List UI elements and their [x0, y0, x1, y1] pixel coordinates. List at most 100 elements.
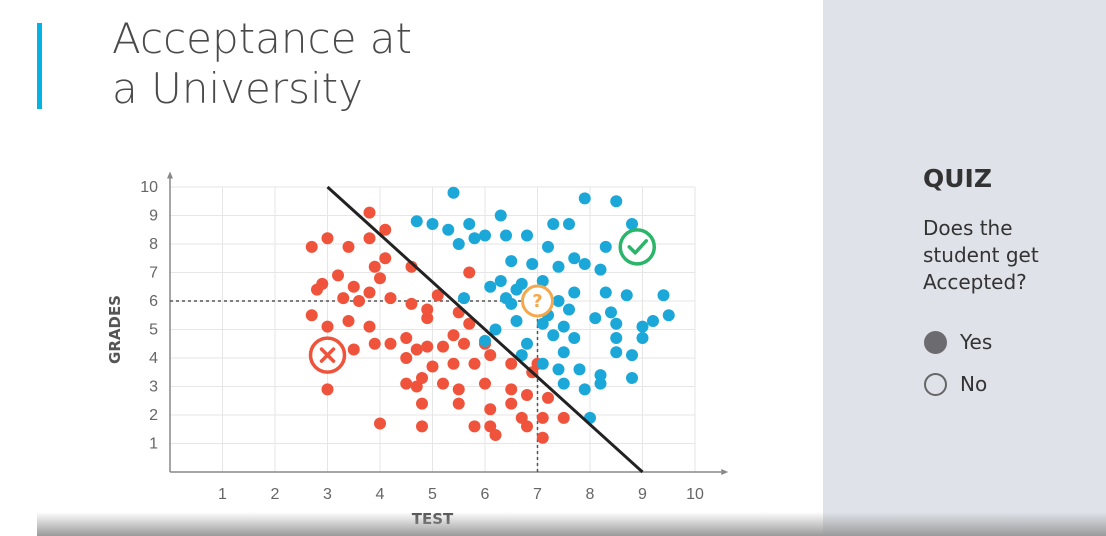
radio-selected-icon[interactable] — [924, 330, 947, 354]
accepted-point — [594, 369, 607, 382]
accepted-point — [494, 209, 507, 222]
option-yes[interactable]: Yes — [924, 330, 992, 354]
x-tick-label: 10 — [686, 486, 704, 503]
x-axis-arrow-icon — [721, 469, 729, 475]
title-line-2: a University — [112, 64, 363, 113]
radio-unselected-icon[interactable] — [924, 372, 947, 396]
rejected-point — [379, 223, 392, 236]
rejected-point — [321, 383, 334, 396]
accepted-point — [568, 286, 581, 299]
check-circle-icon — [618, 228, 656, 266]
y-tick-label: 9 — [149, 208, 158, 225]
rejected-point — [311, 283, 323, 296]
rejected-point — [479, 377, 491, 390]
accepted-point — [589, 312, 602, 325]
accepted-point — [557, 320, 570, 333]
rejected-point — [342, 314, 355, 327]
accepted-point — [626, 349, 638, 362]
question-mark-label: ? — [532, 291, 542, 312]
accepted-point — [636, 320, 649, 333]
rejected-point — [347, 343, 360, 356]
x-tick-label: 4 — [376, 486, 385, 503]
check-mark-icon — [627, 239, 648, 255]
video-bottom-shadow — [37, 512, 1106, 536]
y-tick-label: 8 — [149, 236, 158, 253]
rejected-point — [374, 272, 386, 285]
rejected-point — [363, 206, 376, 219]
rejected-point — [468, 357, 481, 370]
rejected-point — [379, 252, 392, 265]
accepted-point — [552, 260, 565, 273]
rejected-point — [426, 360, 439, 373]
accepted-point — [605, 306, 617, 319]
quiz-panel: QUIZ Does the student get Accepted? Yes … — [823, 0, 1106, 536]
rejected-point — [337, 292, 350, 305]
rejected-point — [557, 411, 570, 424]
option-yes-label: Yes — [960, 330, 993, 354]
rejected-point — [463, 266, 476, 279]
rejected-point — [536, 411, 549, 424]
rejected-point — [363, 232, 376, 245]
rejected-point — [332, 269, 344, 282]
accepted-point — [526, 257, 539, 270]
accepted-point — [568, 252, 581, 265]
accepted-point — [557, 346, 570, 359]
accepted-point — [484, 280, 497, 293]
accepted-point — [610, 332, 623, 345]
rejected-point — [536, 431, 549, 444]
x-tick-label: 3 — [323, 486, 332, 503]
rejected-point — [342, 240, 355, 253]
accepted-point — [594, 377, 607, 390]
accepted-point — [505, 297, 518, 310]
question-mark-circle-icon — [521, 284, 554, 318]
y-tick-label: 6 — [149, 293, 158, 310]
accepted-point — [536, 275, 549, 288]
rejected-point — [489, 428, 502, 441]
rejected-point — [305, 240, 318, 253]
x-tick-label: 1 — [218, 486, 227, 503]
accepted-point — [468, 232, 481, 245]
rejected-point — [505, 383, 518, 396]
rejected-point — [421, 340, 434, 353]
accepted-point — [447, 186, 460, 199]
accepted-point — [552, 295, 565, 307]
accepted-point — [510, 314, 523, 327]
accepted-point — [610, 346, 623, 359]
option-no[interactable]: No — [924, 372, 987, 396]
scatter-chart: 1234567891012345678910TESTGRADES? — [106, 171, 729, 528]
accepted-point — [578, 192, 591, 205]
accepted-point — [557, 377, 570, 390]
accepted-point — [458, 292, 470, 305]
accepted-point — [647, 314, 659, 327]
rejected-point — [374, 417, 386, 430]
y-tick-label: 2 — [149, 407, 158, 424]
rejected-point — [384, 292, 397, 305]
accepted-point — [426, 218, 439, 231]
accepted-point — [599, 240, 612, 253]
option-no-label: No — [960, 372, 988, 396]
y-tick-label: 4 — [149, 350, 158, 367]
rejected-point — [542, 391, 554, 404]
rejected-point — [521, 389, 533, 402]
x-tick-label: 6 — [481, 486, 490, 503]
y-axis-label: GRADES — [106, 295, 124, 364]
rejected-point — [305, 309, 318, 322]
accepted-point — [610, 317, 623, 330]
rejected-point — [368, 337, 381, 350]
accepted-point — [479, 334, 491, 347]
rejected-point — [416, 397, 428, 410]
x-tick-label: 8 — [586, 486, 595, 503]
y-tick-label: 1 — [149, 436, 158, 453]
accepted-point — [521, 337, 533, 350]
rejected-point — [363, 286, 376, 299]
rejected-point — [321, 232, 334, 245]
accepted-point — [542, 240, 554, 253]
quiz-question: Does the student get Accepted? — [923, 216, 1039, 294]
rejected-point — [405, 297, 418, 310]
y-tick-label: 3 — [149, 379, 158, 396]
rejected-point — [416, 420, 428, 433]
accepted-point — [521, 229, 533, 242]
rejected-point — [363, 320, 376, 333]
rejected-point — [484, 349, 497, 362]
accepted-point — [563, 218, 575, 231]
